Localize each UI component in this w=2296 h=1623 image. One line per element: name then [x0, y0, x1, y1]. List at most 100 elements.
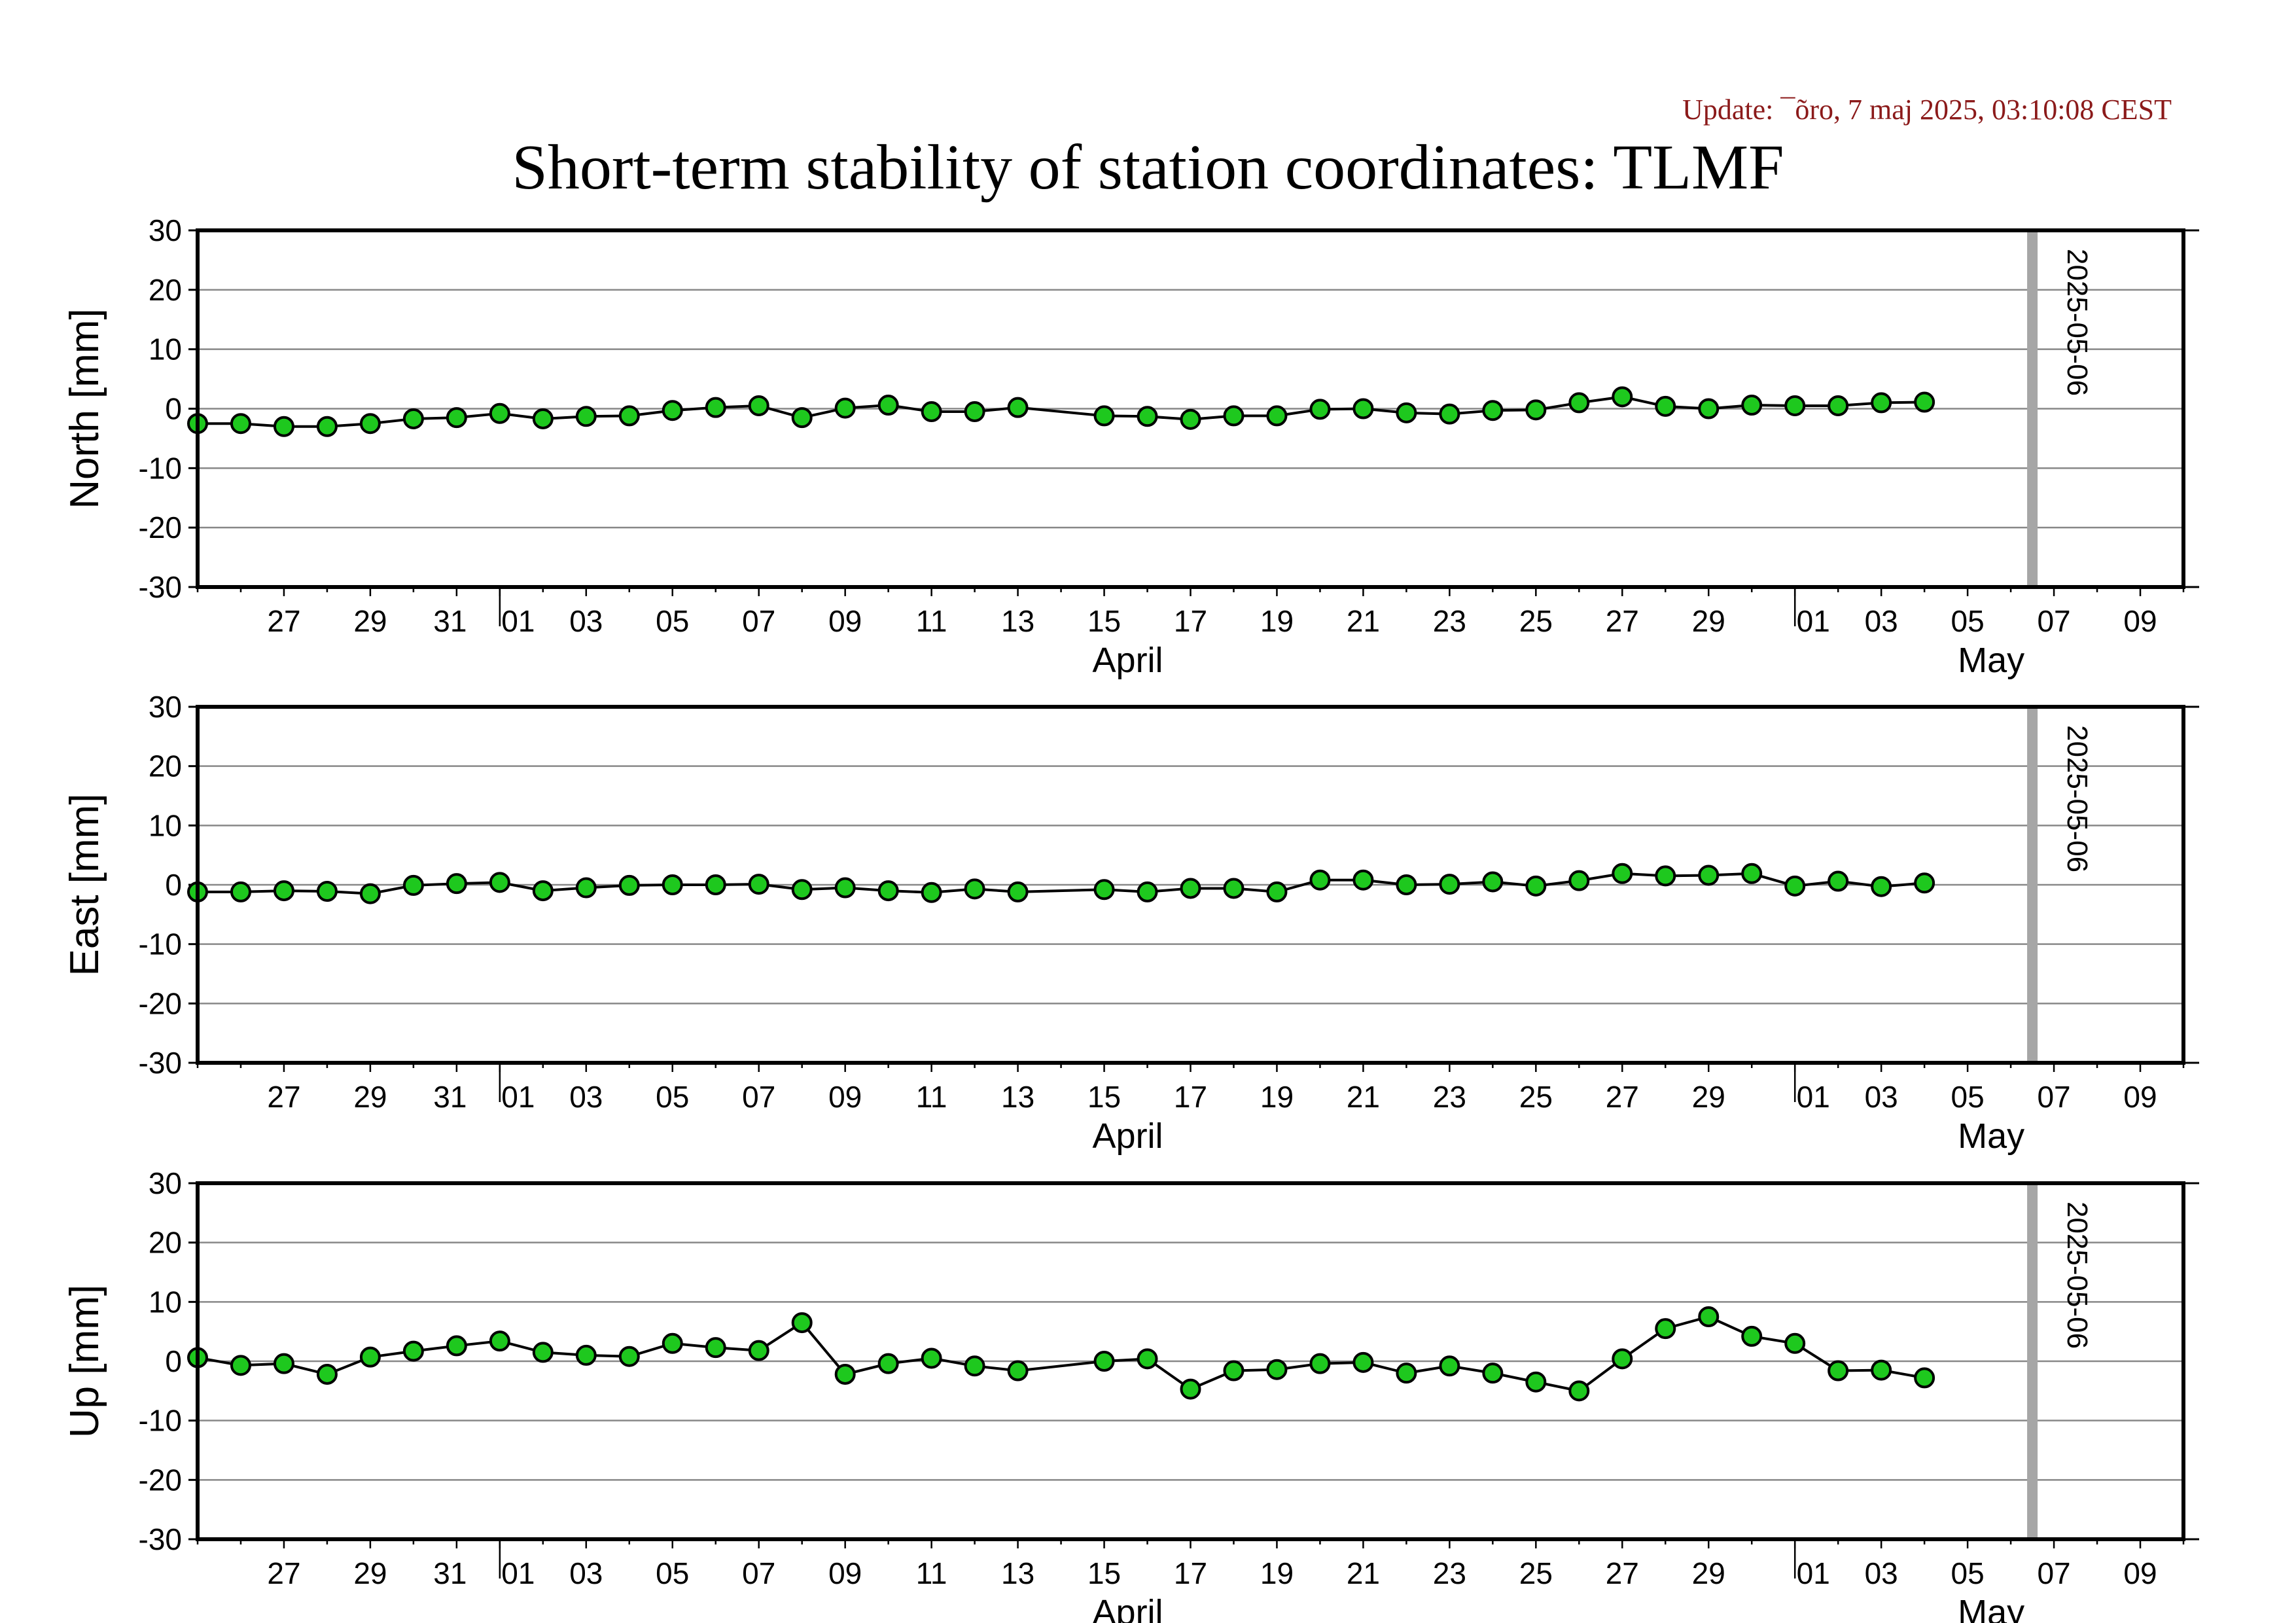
up-x-tick-label: 25 — [1519, 1556, 1553, 1590]
east-x-tick-label: 03 — [1865, 1080, 1898, 1114]
north-data-point — [446, 407, 467, 429]
up-x-tick-label: 31 — [433, 1556, 467, 1590]
north-x-tick-label: 13 — [1001, 604, 1034, 638]
north-chart: 30 20 10 0 -10 -20 -30 North [mm] 2025-05-06 27 29… — [62, 213, 2199, 680]
up-data-point — [575, 1344, 597, 1366]
north-x-tick-label: 05 — [1951, 604, 1985, 638]
up-y-tick-label: 30 — [149, 1166, 182, 1200]
north-month-label: May — [1958, 641, 2024, 680]
east-x-tick-label: 23 — [1433, 1080, 1466, 1114]
north-data-point — [1525, 399, 1547, 421]
up-data-point — [1525, 1371, 1547, 1393]
east-x-tick-label: 03 — [569, 1080, 603, 1114]
north-y-tick-label: 30 — [149, 213, 182, 247]
up-y-tick-label: 20 — [149, 1226, 182, 1260]
up-x-tick-label: 11 — [916, 1556, 947, 1590]
east-x-tick-label: 27 — [1606, 1080, 1639, 1114]
north-data-point — [1309, 399, 1331, 420]
east-data-point — [1266, 881, 1288, 902]
north-y-tick-label: 20 — [149, 273, 182, 307]
east-data-point — [1352, 869, 1374, 891]
up-data-point — [230, 1355, 251, 1376]
up-data-point — [834, 1363, 856, 1385]
north-data-point — [1266, 405, 1288, 427]
up-data-point — [446, 1335, 467, 1357]
east-x-tick-label: 17 — [1174, 1080, 1207, 1114]
east-x-tick-label: 29 — [1692, 1080, 1725, 1114]
north-x-tick-label: 19 — [1260, 604, 1294, 638]
east-series-line — [198, 872, 1925, 895]
east-data-point — [1655, 865, 1676, 887]
north-x-tick-label: 15 — [1087, 604, 1121, 638]
update-timestamp: Update: ¯õro, 7 maj 2025, 03:10:08 CEST — [1682, 94, 2172, 126]
north-data-point — [791, 407, 813, 429]
north-x-tick-label: 07 — [2037, 604, 2070, 638]
north-x-tick-label: 03 — [1865, 604, 1898, 638]
north-data-point — [402, 408, 424, 429]
up-x-tick-label: 21 — [1347, 1556, 1380, 1590]
east-x-tick-label: 09 — [2123, 1080, 2157, 1114]
up-data-point — [489, 1330, 510, 1352]
east-x-tick-label: 25 — [1519, 1080, 1553, 1114]
up-data-point — [532, 1342, 554, 1363]
east-y-tick-label: 20 — [149, 749, 182, 783]
up-data-point — [964, 1355, 985, 1377]
up-data-point — [1180, 1378, 1201, 1400]
east-x-tick-label: 09 — [828, 1080, 862, 1114]
north-data-point — [1093, 405, 1115, 427]
up-y-tick-label: -20 — [139, 1463, 182, 1497]
up-x-tick-label: 01 — [1797, 1556, 1830, 1590]
up-data-point — [402, 1340, 424, 1362]
up-x-tick-label: 27 — [267, 1556, 300, 1590]
north-x-tick-label: 21 — [1347, 604, 1380, 638]
up-y-tick-label: 10 — [149, 1285, 182, 1319]
north-y-tick-label: -20 — [139, 510, 182, 544]
north-month-label: April — [1093, 641, 1163, 680]
north-data-point — [705, 397, 726, 418]
east-data-point — [834, 877, 856, 899]
up-x-tick-label: 27 — [1606, 1556, 1639, 1590]
up-x-tick-label: 05 — [1951, 1556, 1985, 1590]
up-data-point — [1137, 1348, 1158, 1370]
up-current-day-label: 2025-05-06 — [2061, 1202, 2093, 1349]
east-x-tick-label: 21 — [1347, 1080, 1380, 1114]
up-x-tick-label: 13 — [1001, 1556, 1034, 1590]
east-data-point — [446, 873, 467, 895]
east-data-point — [489, 872, 510, 893]
north-data-point — [877, 395, 899, 416]
up-series-line — [197, 1315, 1925, 1393]
up-data-point — [705, 1337, 726, 1359]
east-data-point — [532, 880, 554, 902]
north-data-point — [1612, 386, 1633, 408]
north-y-tick-label: 0 — [165, 392, 182, 426]
up-data-point — [1352, 1351, 1374, 1373]
north-data-point — [230, 413, 251, 435]
up-y-tick-label: -30 — [139, 1522, 182, 1556]
north-data-point — [1914, 391, 1935, 413]
north-data-point — [662, 400, 683, 421]
east-data-point — [1741, 863, 1763, 884]
north-y-tick-label: 10 — [149, 332, 182, 366]
up-data-point — [618, 1346, 640, 1367]
north-data-point — [532, 408, 554, 429]
north-data-point — [1180, 408, 1201, 430]
up-data-point — [1828, 1360, 1849, 1382]
north-x-tick-label: 09 — [828, 604, 862, 638]
up-x-tick-label: 05 — [656, 1556, 689, 1590]
up-data-point — [877, 1353, 899, 1374]
up-x-tick-label: 23 — [1433, 1556, 1466, 1590]
up-data-point — [921, 1347, 942, 1369]
east-x-tick-label: 05 — [1951, 1080, 1985, 1114]
east-data-point — [1309, 869, 1331, 891]
east-x-tick-label: 05 — [656, 1080, 689, 1114]
east-x-tick-label: 01 — [1797, 1080, 1830, 1114]
up-data-point — [1266, 1359, 1288, 1380]
north-data-point — [1784, 395, 1806, 416]
page-title: Short-term stability of station coordina… — [512, 132, 1784, 203]
north-x-tick-label: 29 — [1692, 604, 1725, 638]
east-data-point — [1223, 878, 1245, 899]
north-x-tick-label: 25 — [1519, 604, 1553, 638]
north-x-tick-label: 05 — [656, 604, 689, 638]
east-data-point — [1828, 870, 1849, 892]
north-y-axis-label: North [mm] — [62, 308, 107, 509]
